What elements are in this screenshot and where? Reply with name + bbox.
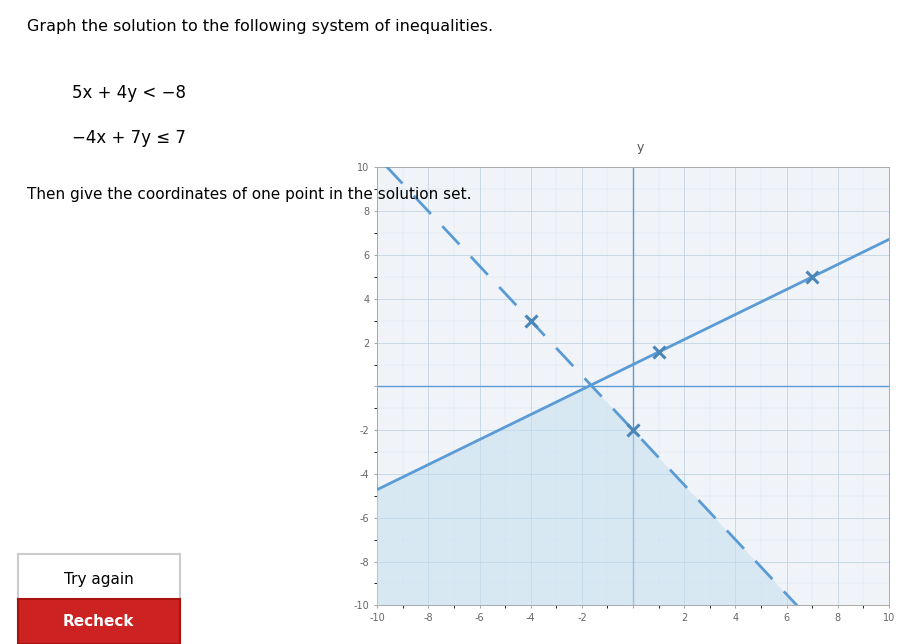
Text: 5x + 4y < −8: 5x + 4y < −8 (72, 84, 186, 102)
Text: Graph the solution to the following system of inequalities.: Graph the solution to the following syst… (27, 19, 493, 34)
Polygon shape (377, 385, 797, 605)
Text: Then give the coordinates of one point in the solution set.: Then give the coordinates of one point i… (27, 187, 471, 202)
Text: −4x + 7y ≤ 7: −4x + 7y ≤ 7 (72, 129, 186, 147)
Text: Recheck: Recheck (63, 614, 135, 629)
Text: Try again: Try again (64, 572, 134, 587)
Text: y: y (637, 141, 645, 155)
